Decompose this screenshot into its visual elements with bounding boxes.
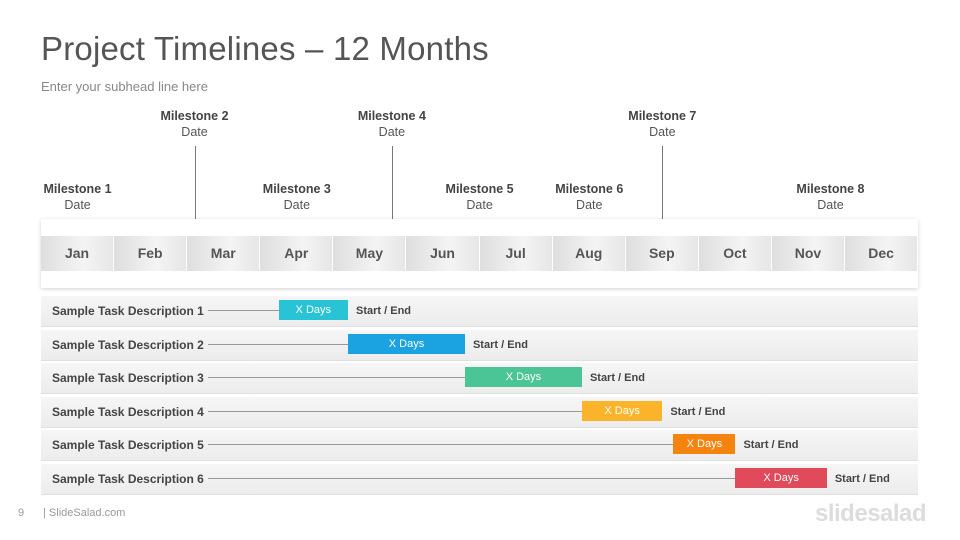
task-bar: X Days (673, 434, 736, 455)
month-may: May (333, 236, 407, 271)
task-start-end-label: Start / End (472, 338, 528, 351)
milestone-name: Milestone 6 (555, 182, 624, 196)
milestone-name: Milestone 7 (628, 109, 697, 123)
month-aug: Aug (552, 236, 626, 271)
task-start-end-label: Start / End (589, 372, 645, 385)
task-bar: X Days (348, 333, 465, 354)
task-row: Sample Task Description 3 X Days Start / E… (41, 363, 918, 395)
page-title: Project Timelines – 12 Months (41, 30, 489, 67)
month-sep: Sep (625, 236, 699, 271)
task-row: Sample Task Description 5 X Days Start / E… (41, 430, 918, 462)
task-row: Sample Task Description 6 X Days Start / E… (41, 464, 918, 495)
task-bar: X Days (735, 468, 827, 488)
task-leader-line (208, 410, 582, 412)
month-jan: Jan (41, 236, 115, 271)
milestone-name: Milestone 3 (262, 182, 331, 196)
page-subtitle: Enter your subhead line here (41, 79, 208, 94)
page-number: 9 (18, 507, 25, 519)
milestone-8: Milestone 8 Date (770, 181, 890, 213)
milestone-name: Milestone 5 (445, 182, 514, 196)
task-start-end-label: Start / End (743, 439, 799, 452)
task-row: Sample Task Description 2 X Days Start / E… (41, 329, 918, 361)
milestone-stem (391, 146, 393, 220)
month-strip: Jan Feb Mar Apr May Jun Jul Aug Sep Oct Nov Dec (41, 236, 919, 271)
month-nov: Nov (771, 236, 846, 271)
milestone-6: Milestone 6 Date (529, 181, 649, 213)
milestone-7: Milestone 7 Date (602, 108, 722, 140)
month-apr: Apr (260, 236, 334, 271)
milestone-stem (662, 146, 664, 220)
month-jul: Jul (479, 236, 553, 271)
milestone-date: Date (576, 198, 603, 212)
brand-logo: slidesalad (815, 500, 927, 527)
milestone-date: Date (64, 198, 91, 212)
task-leader-line (208, 377, 465, 379)
task-row: Sample Task Description 4 X Days Start / E… (41, 396, 918, 428)
task-label: Sample Task Description 6 (52, 472, 204, 486)
milestone-date: Date (817, 198, 844, 212)
task-leader-line (208, 444, 674, 446)
task-label: Sample Task Description 5 (52, 438, 204, 453)
task-start-end-label: Start / End (670, 405, 726, 418)
milestone-date: Date (283, 198, 311, 212)
milestone-name: Milestone 8 (796, 182, 865, 196)
task-start-end-label: Start / End (356, 305, 412, 317)
task-label: Sample Task Description 3 (52, 371, 204, 386)
month-jun: Jun (406, 236, 480, 271)
month-dec: Dec (845, 236, 919, 271)
milestone-date: Date (649, 125, 676, 139)
milestone-name: Milestone 1 (43, 182, 112, 196)
month-mar: Mar (187, 236, 261, 271)
task-leader-line (208, 343, 349, 345)
milestone-5: Milestone 5 Date (420, 181, 540, 213)
task-bar: X Days (464, 367, 582, 388)
milestone-1: Milestone 1 Date (18, 181, 138, 213)
footer-site: | SlideSalad.com (43, 507, 126, 519)
milestone-date: Date (181, 125, 208, 139)
task-bar: X Days (581, 400, 663, 421)
milestone-3: Milestone 3 Date (237, 181, 357, 213)
task-start-end-label: Start / End (834, 473, 890, 485)
task-label: Sample Task Description 2 (52, 337, 204, 352)
milestone-stem (194, 146, 196, 220)
milestone-4: Milestone 4 Date (332, 108, 452, 140)
milestone-name: Milestone 4 (357, 109, 426, 123)
month-feb: Feb (114, 236, 188, 271)
milestone-date: Date (378, 125, 406, 139)
task-leader-line (208, 310, 279, 311)
month-oct: Oct (698, 236, 772, 271)
task-label: Sample Task Description 1 (52, 304, 204, 318)
task-label: Sample Task Description 4 (52, 404, 204, 419)
task-bar: X Days (278, 300, 348, 320)
milestone-2: Milestone 2 Date (135, 108, 255, 140)
task-leader-line (208, 478, 736, 479)
milestone-date: Date (466, 198, 493, 212)
task-row: Sample Task Description 1 X Days Start / E… (41, 296, 918, 327)
milestone-name: Milestone 2 (160, 109, 229, 123)
